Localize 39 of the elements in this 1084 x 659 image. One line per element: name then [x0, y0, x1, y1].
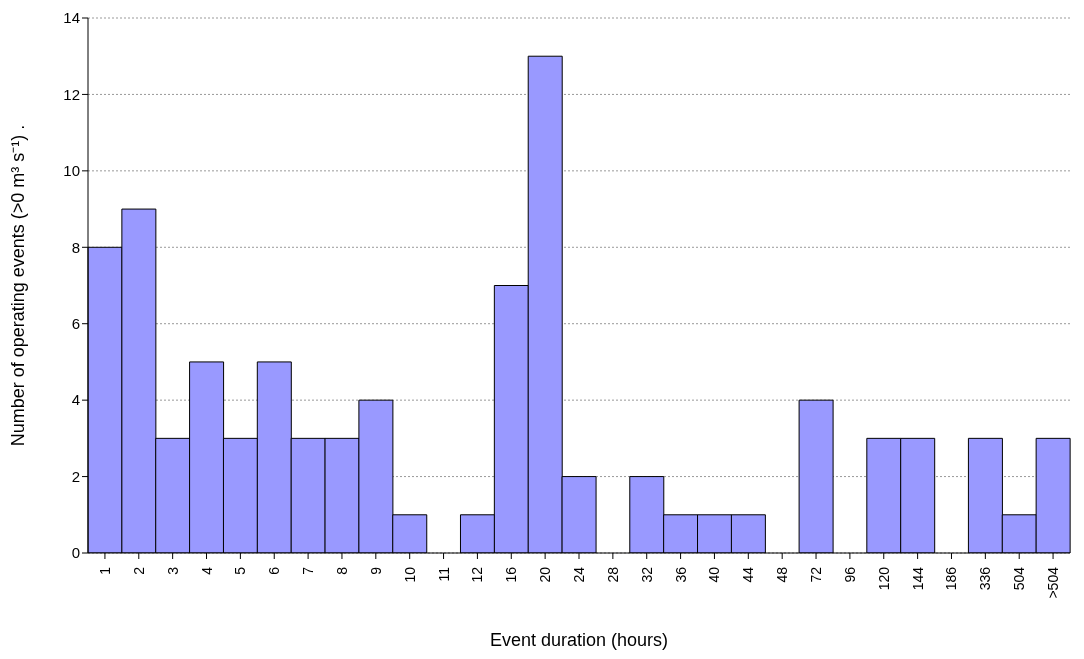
y-tick-label: 6	[71, 315, 80, 333]
y-tick-label: 0	[71, 544, 80, 562]
x-tick-label: 44	[740, 566, 757, 583]
x-tick-label: 96	[841, 566, 858, 583]
x-tick-label: 504	[1011, 566, 1028, 591]
y-tick-label: 2	[71, 467, 80, 485]
x-tick-label: 5	[232, 566, 249, 575]
x-tick-label: 36	[672, 566, 689, 583]
x-tick-label: 12	[469, 566, 486, 583]
x-tick-label: 72	[808, 566, 825, 583]
x-axis-title: Event duration (hours)	[489, 629, 669, 650]
x-tick-label: 8	[333, 566, 350, 575]
x-tick-label: 7	[300, 566, 317, 575]
y-tick-label: 8	[71, 238, 80, 256]
x-tick-label: 3	[164, 566, 181, 575]
x-tick-label: 24	[571, 566, 587, 583]
x-tick-label: 11	[435, 566, 452, 582]
y-tick-label: 4	[71, 391, 80, 409]
x-tick-label: 336	[977, 566, 994, 591]
x-tick-label: 48	[774, 566, 791, 583]
x-tick-label: 28	[604, 566, 621, 583]
x-tick-label: 9	[367, 566, 384, 575]
x-tick-label: >504	[1045, 566, 1062, 599]
y-tick-label: 12	[63, 85, 80, 103]
y-tick-label: 10	[63, 162, 80, 180]
x-tick-label: 40	[706, 566, 723, 583]
x-tick-label: 16	[503, 566, 520, 583]
x-tick-label: 32	[638, 566, 655, 583]
x-tick-label: 186	[943, 566, 960, 591]
x-tick-label: 10	[401, 566, 418, 583]
x-tick-label: 144	[909, 566, 926, 591]
y-axis-title: Number of operating events (>0 m³ s⁻¹) .	[8, 124, 29, 447]
x-tick-label: 4	[198, 566, 215, 575]
x-tick-label: 6	[266, 566, 283, 575]
y-tick-label: 14	[63, 9, 80, 27]
x-tick-label: 120	[875, 566, 892, 591]
x-tick-label: 1	[96, 566, 113, 575]
x-tick-label: 20	[537, 566, 554, 583]
x-tick-label: 2	[130, 566, 147, 575]
